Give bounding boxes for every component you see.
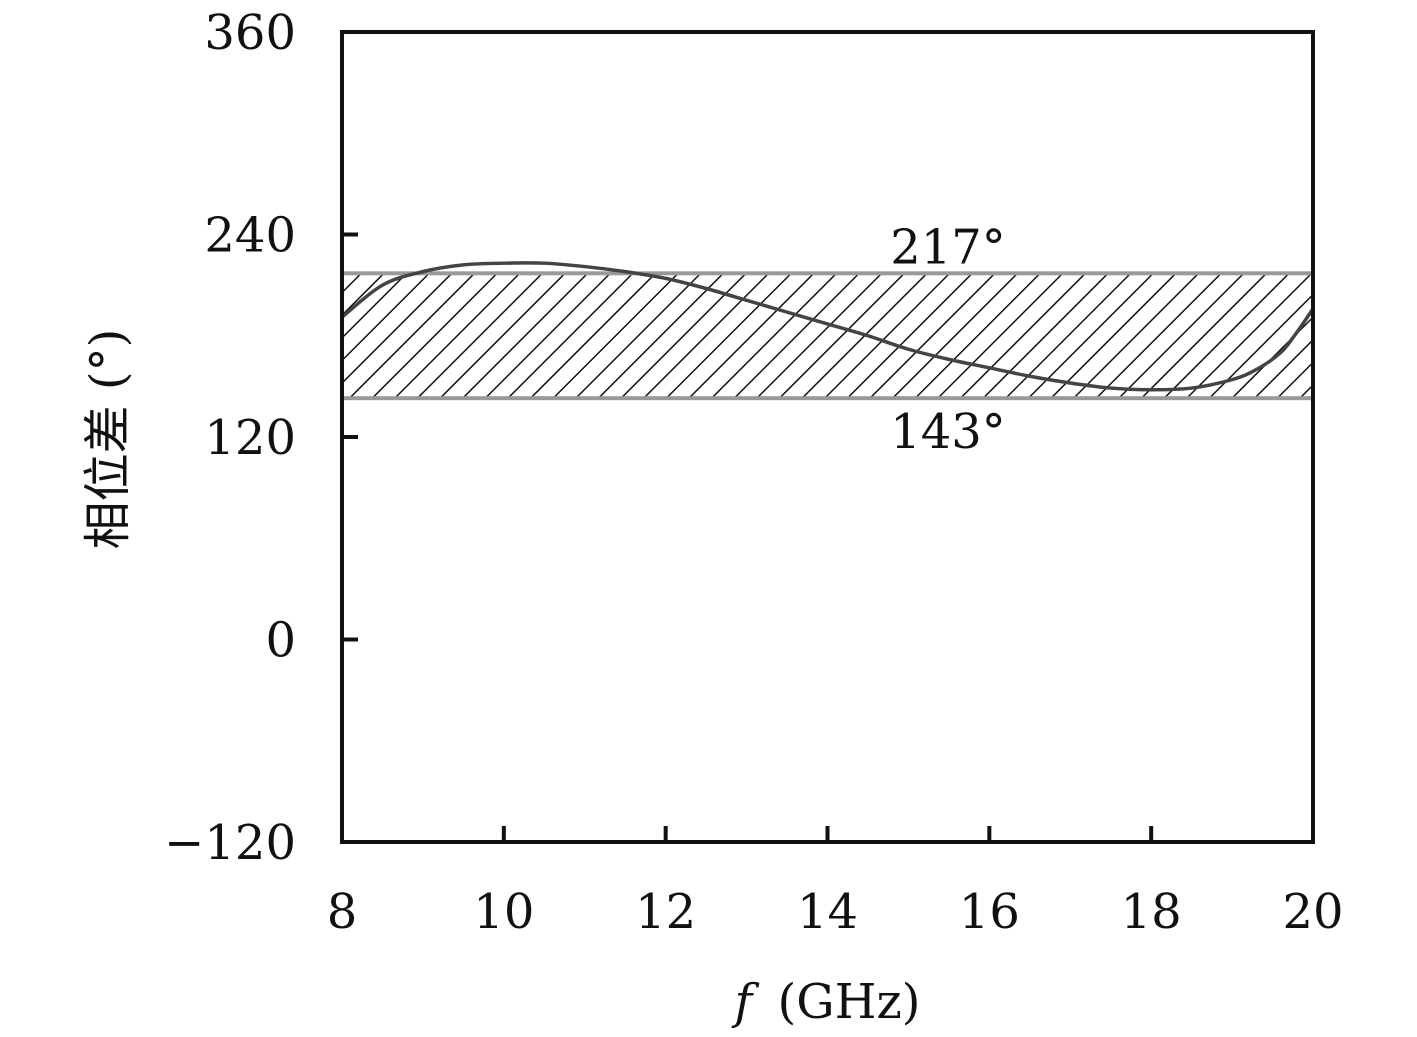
y-tick-label: 240 — [204, 208, 296, 264]
y-axis: −120 0 120 240 360 — [164, 5, 358, 871]
y-tick-label: −120 — [164, 815, 296, 871]
x-tick-label: 20 — [1282, 884, 1343, 940]
y-tick-label: 120 — [204, 410, 296, 466]
x-tick-label: 8 — [327, 884, 358, 940]
x-axis-unit: (GHz) — [778, 974, 921, 1030]
band-upper-label: 217° — [890, 219, 1006, 275]
x-tick-label: 16 — [959, 884, 1020, 940]
x-tick-label: 14 — [797, 884, 858, 940]
x-axis-symbol: f — [732, 974, 760, 1030]
x-axis-title: f (GHz) — [732, 974, 921, 1030]
x-tick-label: 18 — [1121, 884, 1182, 940]
phase-difference-series — [342, 261, 1313, 392]
band-group — [340, 271, 1315, 401]
plot-frame — [340, 30, 1315, 844]
x-axis: 8 10 12 14 16 18 20 — [327, 826, 1344, 940]
y-axis-title: 相位差 (°) — [80, 329, 136, 550]
y-tick-label: 360 — [204, 5, 296, 61]
x-tick-label: 12 — [635, 884, 696, 940]
y-tick-label: 0 — [265, 613, 296, 669]
x-tick-label: 10 — [473, 884, 534, 940]
band-lower-label: 143° — [890, 404, 1006, 460]
tolerance-band — [340, 271, 1315, 401]
